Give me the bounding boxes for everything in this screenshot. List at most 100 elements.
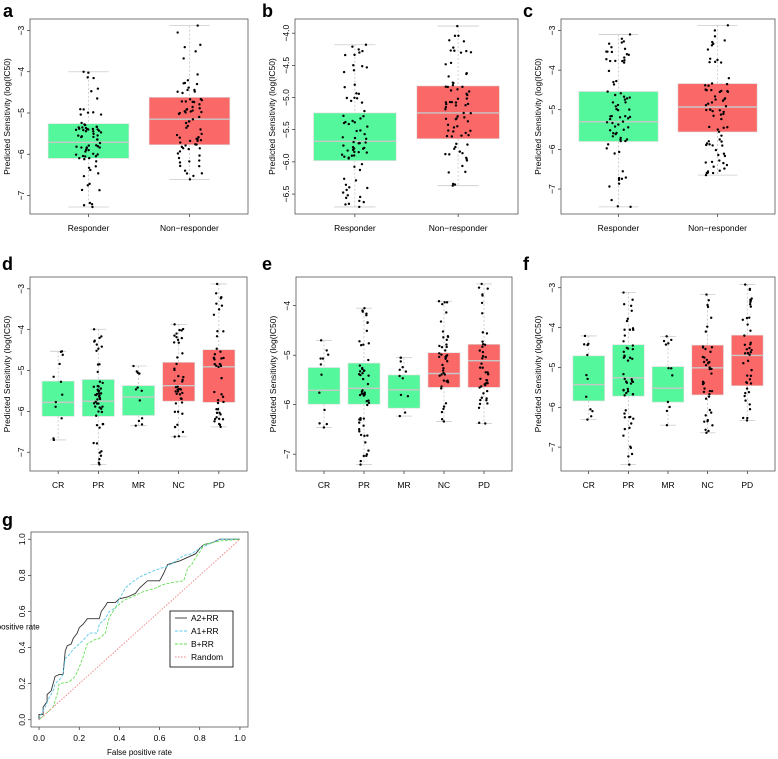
data-point [628,463,631,466]
data-point [353,53,356,57]
data-point [213,362,216,366]
data-point [466,120,470,123]
data-point [361,147,365,150]
data-point [100,335,103,338]
data-point [216,401,220,405]
data-point [361,309,364,312]
data-point [444,349,447,352]
data-point [445,134,449,138]
data-point [58,362,61,366]
data-point [174,390,177,393]
data-point [59,350,63,354]
x-axis-label: False positive rate [107,748,172,757]
y-tick-label: −3 [547,25,557,35]
data-point [668,405,671,409]
data-point [82,174,86,178]
data-point [187,86,190,89]
data-point [611,101,615,104]
data-point [178,150,182,153]
data-point [78,127,81,130]
data-point [717,153,720,157]
data-point [96,145,100,148]
data-point [722,152,726,155]
x-tick-label: Non−responder [160,223,219,233]
data-point [621,120,625,123]
data-point [605,58,608,61]
x-tick-label: Responder [334,223,376,233]
data-point [631,298,634,301]
data-point [367,342,371,345]
data-point [748,403,751,406]
data-point [744,391,747,395]
data-point [97,347,100,350]
data-point [749,305,753,308]
data-point [462,111,465,115]
data-point [589,408,592,411]
data-point [344,196,348,200]
data-point [708,408,711,412]
data-point [82,70,85,73]
data-point [200,110,203,114]
data-point [444,85,447,88]
data-point [79,113,82,116]
data-point [719,61,723,64]
data-point [627,53,630,57]
data-point [626,317,629,321]
data-point [483,383,486,386]
y-tick-label: −5.5 [281,121,291,138]
data-point [367,358,370,362]
data-point [181,430,185,434]
data-point [74,153,78,156]
data-point [188,120,191,123]
data-point [714,98,717,101]
data-point [342,70,346,74]
data-point [711,40,714,44]
data-point [81,126,84,129]
plot-frame [29,276,248,472]
data-point [399,393,403,397]
data-point [710,346,714,349]
data-point [456,24,459,28]
data-point [198,164,201,168]
data-point [704,363,708,367]
data-point [745,387,749,390]
data-point [477,286,481,289]
data-point [708,60,711,64]
y-tick-label: 0.2 [17,677,27,689]
data-point [174,402,178,405]
data-point [711,109,714,113]
data-point [713,29,717,32]
data-point [365,329,369,333]
data-point [215,282,219,286]
data-point [95,442,99,445]
data-point [195,82,199,86]
data-point [446,123,450,127]
data-point [359,344,363,347]
data-point [467,90,471,93]
data-point [665,335,668,338]
data-point [741,318,745,321]
data-point [348,186,351,189]
data-point [462,40,466,43]
panel-label: f [523,254,530,274]
data-point [708,108,712,111]
data-point [703,420,706,423]
data-point [615,79,618,83]
data-point [366,186,369,190]
data-point [101,405,104,408]
data-point [99,392,103,395]
data-point [624,176,628,179]
y-tick-label: −5 [547,105,557,115]
data-point [362,454,365,458]
data-point [87,166,91,169]
y-tick-label: −6 [16,406,26,416]
data-point [620,41,624,44]
data-point [95,144,98,147]
data-point [726,24,730,27]
data-point [586,418,589,421]
data-point [359,463,362,466]
data-point [620,177,624,181]
data-point [442,407,445,411]
data-point [720,117,723,121]
data-point [743,343,747,347]
